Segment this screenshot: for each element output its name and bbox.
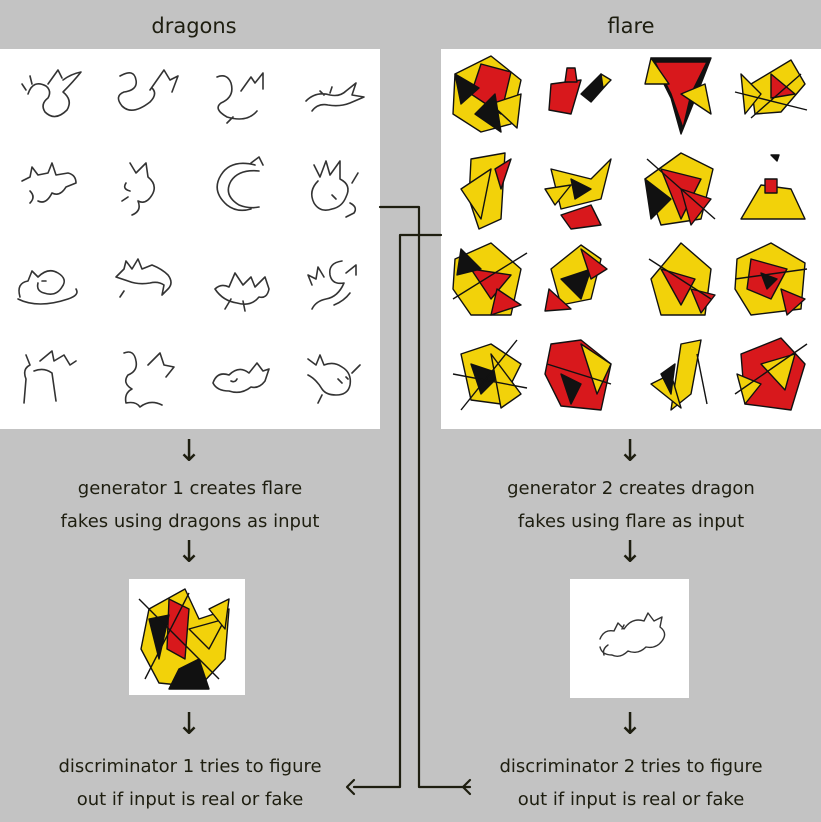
flare-art — [734, 59, 808, 119]
dragons-to-discriminator-2-line — [378, 205, 472, 789]
generator-1-caption-line2: fakes using dragons as input — [60, 511, 320, 532]
dragons-sample-grid — [0, 49, 380, 429]
down-arrow-icon: ↓ — [617, 434, 643, 469]
generator-2-caption: generator 2 creates dragon fakes using f… — [441, 472, 821, 538]
discriminator-2-caption-line2: out if input is real or fake — [517, 789, 745, 810]
down-arrow-icon: ↓ — [617, 707, 643, 742]
discriminator-2-caption-line1: discriminator 2 tries to figure — [499, 756, 763, 777]
dragon-sketch — [216, 72, 264, 124]
dragon-sketch — [123, 351, 175, 408]
down-arrow-icon: ↓ — [176, 707, 202, 742]
dragon-sketch — [305, 82, 365, 112]
flare-to-discriminator-1-line — [352, 233, 443, 789]
flare-art — [544, 158, 612, 230]
flare-title: flare — [607, 14, 655, 38]
flare-art — [452, 242, 528, 316]
dragon-sketch — [212, 362, 270, 394]
generator-1-caption-line1: generator 1 creates flare — [77, 478, 303, 499]
flare-art — [644, 152, 716, 226]
dragon-sketch — [21, 69, 82, 118]
arrowhead-right-icon — [461, 778, 472, 796]
discriminator-1-caption: discriminator 1 tries to figure out if i… — [0, 750, 380, 816]
flare-art — [544, 244, 608, 312]
flare-art — [648, 242, 716, 316]
flare-sample-grid — [441, 49, 821, 429]
dragon-sketch — [307, 354, 361, 404]
arrowhead-left-icon — [345, 778, 356, 796]
generator-2-caption-line1: generator 2 creates dragon — [507, 478, 755, 499]
dragon-sketch — [216, 156, 264, 212]
dragon-sketch — [21, 162, 77, 204]
down-arrow-icon: ↓ — [617, 535, 643, 570]
dragon-sketch — [121, 162, 156, 216]
dragon-sketch — [17, 269, 78, 305]
down-arrow-icon: ↓ — [176, 535, 202, 570]
generator-1-output-image — [129, 579, 245, 695]
flare-art — [544, 339, 612, 411]
down-arrow-icon: ↓ — [176, 434, 202, 469]
dragons-title: dragons — [151, 14, 237, 38]
dragon-sketch — [115, 258, 172, 298]
discriminator-2-caption: discriminator 2 tries to figure out if i… — [441, 750, 821, 816]
generator-2-caption-line2: fakes using flare as input — [517, 511, 745, 532]
flare-art — [734, 337, 808, 411]
flare-art — [734, 242, 808, 316]
dragon-sketch — [23, 350, 77, 404]
dragon-sketch — [117, 69, 179, 111]
discriminator-1-caption-line1: discriminator 1 tries to figure — [58, 756, 322, 777]
flare-art — [460, 152, 512, 230]
flare-art — [644, 57, 712, 135]
flare-art — [452, 55, 522, 133]
flare-art — [650, 339, 708, 411]
dragon-sketch — [310, 160, 359, 218]
dragon-sketch — [214, 272, 270, 312]
discriminator-1-caption-line2: out if input is real or fake — [76, 789, 304, 810]
generator-2-output-image — [570, 579, 689, 698]
generator-1-caption: generator 1 creates flare fakes using dr… — [0, 472, 380, 538]
flare-art — [548, 67, 612, 115]
flare-art — [740, 154, 806, 220]
flare-art — [452, 339, 528, 411]
dragon-sketch — [307, 260, 357, 310]
